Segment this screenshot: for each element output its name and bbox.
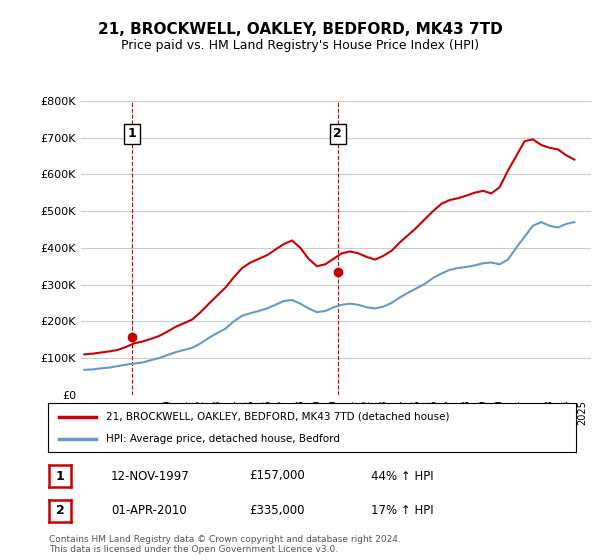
Text: 17% ↑ HPI: 17% ↑ HPI — [371, 504, 433, 517]
Text: 1: 1 — [56, 469, 64, 483]
Text: 44% ↑ HPI: 44% ↑ HPI — [371, 469, 433, 483]
Text: 1: 1 — [128, 127, 136, 141]
Text: 01-APR-2010: 01-APR-2010 — [111, 504, 187, 517]
Text: 2: 2 — [56, 504, 64, 517]
Text: Contains HM Land Registry data © Crown copyright and database right 2024.
This d: Contains HM Land Registry data © Crown c… — [49, 535, 401, 554]
Text: 2: 2 — [333, 127, 342, 141]
Text: HPI: Average price, detached house, Bedford: HPI: Average price, detached house, Bedf… — [106, 434, 340, 444]
Text: Price paid vs. HM Land Registry's House Price Index (HPI): Price paid vs. HM Land Registry's House … — [121, 39, 479, 52]
Text: £157,000: £157,000 — [249, 469, 305, 483]
Text: 12-NOV-1997: 12-NOV-1997 — [111, 469, 190, 483]
Text: £335,000: £335,000 — [249, 504, 305, 517]
Text: 21, BROCKWELL, OAKLEY, BEDFORD, MK43 7TD: 21, BROCKWELL, OAKLEY, BEDFORD, MK43 7TD — [98, 22, 502, 38]
Text: 21, BROCKWELL, OAKLEY, BEDFORD, MK43 7TD (detached house): 21, BROCKWELL, OAKLEY, BEDFORD, MK43 7TD… — [106, 412, 449, 422]
